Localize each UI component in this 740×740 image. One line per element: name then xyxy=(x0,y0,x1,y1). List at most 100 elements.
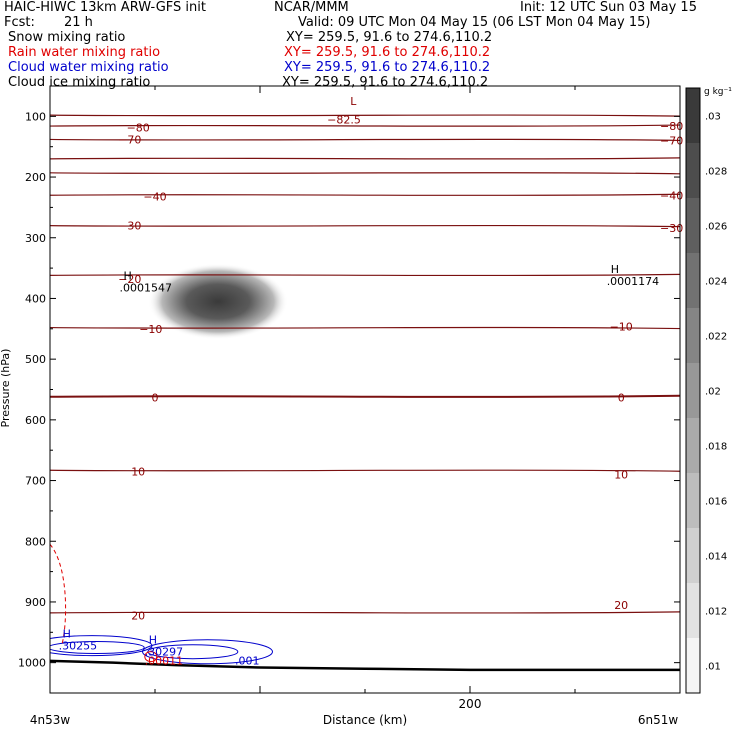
extremum-value-2: .0001174 xyxy=(607,275,660,288)
colorbar-unit: g kg⁻¹ xyxy=(704,87,732,97)
y-tick-label-300: 300 xyxy=(25,232,46,245)
colorbar-swatch-1 xyxy=(686,143,700,199)
y-axis-label: Pressure (hPa) xyxy=(0,349,12,428)
isotherm-label-1: −80 xyxy=(127,121,150,134)
isotherm-label-9: −20 xyxy=(118,273,141,286)
rain-water-contour xyxy=(50,543,67,645)
valid-time: Valid: 09 UTC Mon 04 May 15 (06 LST Mon … xyxy=(298,15,651,30)
cloud-water-contour-1 xyxy=(50,640,145,654)
rain-water-contour-small xyxy=(144,651,158,663)
extremum-value-4: .30297 xyxy=(145,645,184,658)
extremum-mark-2: H xyxy=(611,263,619,276)
isotherm-label-15: 10 xyxy=(614,468,628,481)
field-xy-snow: XY= 259.5, 91.6 to 274.6,110.2 xyxy=(286,30,493,45)
colorbar-label-2: .026 xyxy=(705,222,727,233)
colorbar-swatch-2 xyxy=(686,198,700,254)
isotherm-label-12: 0 xyxy=(152,391,159,404)
org-label: NCAR/MMM xyxy=(274,0,349,15)
isotherm-label-13: 0 xyxy=(618,391,625,404)
extremum-mark-0: L xyxy=(350,95,357,108)
extremum-value-6: .001 xyxy=(235,655,260,668)
colorbar-swatch-4 xyxy=(686,308,700,364)
extremum-mark-3: H xyxy=(63,627,71,640)
extremum-mark-1: H xyxy=(124,269,132,282)
field-name-snow: Snow mixing ratio xyxy=(8,30,126,45)
isotherm-label-3: −70 xyxy=(118,133,141,146)
model-title: HAIC-HIWC 13km ARW-GFS init xyxy=(4,0,206,15)
colorbar-label-5: .02 xyxy=(705,387,721,398)
isotherm-label-7: −30 xyxy=(118,220,141,233)
y-tick-label-100: 100 xyxy=(25,110,46,123)
colorbar-label-10: .01 xyxy=(705,662,721,673)
y-tick-label-400: 400 xyxy=(25,292,46,305)
isotherm-20 xyxy=(50,611,680,614)
isotherm--80 xyxy=(50,124,680,127)
y-tick-label-500: 500 xyxy=(25,353,46,366)
colorbar-label-4: .022 xyxy=(705,332,727,343)
isotherm--10 xyxy=(50,326,680,330)
colorbar-label-9: .012 xyxy=(705,607,727,618)
y-tick-label-600: 600 xyxy=(25,414,46,427)
isotherm--20 xyxy=(50,273,680,277)
field-name-cloud-water: Cloud water mixing ratio xyxy=(8,60,169,75)
fcst-label: Fcst: xyxy=(4,15,35,30)
init-time: Init: 12 UTC Sun 03 May 15 xyxy=(520,0,697,15)
x-axis-label: Distance (km) xyxy=(323,713,407,727)
fcst-value: 21 h xyxy=(64,15,93,30)
y-tick-label-200: 200 xyxy=(25,171,46,184)
y-tick-label-1000: 1000 xyxy=(18,657,46,670)
isotherm-label-14: 10 xyxy=(131,465,145,478)
extremum-value-1: .0001547 xyxy=(120,281,173,294)
field-name-rain: Rain water mixing ratio xyxy=(8,45,161,60)
colorbar-swatch-7 xyxy=(686,473,700,529)
isotherm-label-2: −80 xyxy=(660,120,683,133)
snow-mixing-shading xyxy=(148,263,288,340)
isotherm--50 xyxy=(50,172,680,175)
isotherm-10 xyxy=(50,469,680,472)
extremum-mark-4: H xyxy=(149,633,157,646)
isotherm-label-0: −82.5 xyxy=(327,113,361,126)
plot-frame xyxy=(49,85,681,694)
isotherm-0 xyxy=(50,394,680,398)
colorbar-label-1: .028 xyxy=(705,167,727,178)
colorbar-label-0: .03 xyxy=(705,112,721,123)
x-tick-label-200: 200 xyxy=(459,697,482,711)
isotherm--30 xyxy=(50,224,680,228)
colorbar-swatch-8 xyxy=(686,528,700,584)
x-end-location: 6n51w xyxy=(638,713,679,727)
isotherm-label-17: 20 xyxy=(614,599,628,612)
colorbar-label-7: .016 xyxy=(705,497,727,508)
isotherm-label-8: −30 xyxy=(660,222,683,235)
isotherm--60 xyxy=(50,157,680,160)
isotherm--82_5 xyxy=(50,114,680,117)
x-start-location: 4n53w xyxy=(30,713,71,727)
extremum-value-3: .30255 xyxy=(59,639,98,652)
colorbar-swatch-10 xyxy=(686,638,700,694)
colorbar-swatch-0 xyxy=(686,88,700,144)
field-xy-cloud-water: XY= 259.5, 91.6 to 274.6,110.2 xyxy=(284,60,491,75)
ground-surface-line xyxy=(50,659,680,672)
isotherm-label-4: −70 xyxy=(660,135,683,148)
extremum-value-5: .00011 xyxy=(145,655,184,668)
isotherm--70 xyxy=(50,138,680,142)
colorbar-label-8: .014 xyxy=(705,552,727,563)
colorbar-swatch-9 xyxy=(686,583,700,639)
y-tick-label-700: 700 xyxy=(25,475,46,488)
colorbar-frame xyxy=(685,87,701,694)
cloud-water-contour-2 xyxy=(142,639,273,665)
isotherm-label-5: −40 xyxy=(143,190,166,203)
colorbar-label-6: .018 xyxy=(705,442,727,453)
colorbar-swatch-3 xyxy=(686,253,700,309)
colorbar: .03 .028 .026 .024 .022 .02 .018 .016 .014 .012 .0… xyxy=(685,87,727,694)
isotherm-label-16: 20 xyxy=(131,609,145,622)
isotherm-label-6: −40 xyxy=(660,189,683,202)
y-tick-label-900: 900 xyxy=(25,596,46,609)
isotherm-label-10: −10 xyxy=(139,323,162,336)
y-tick-label-800: 800 xyxy=(25,535,46,548)
colorbar-swatch-5 xyxy=(686,363,700,419)
isotherm--40 xyxy=(50,193,680,197)
field-xy-rain: XY= 259.5, 91.6 to 274.6,110.2 xyxy=(284,45,491,60)
colorbar-swatch-6 xyxy=(686,418,700,474)
colorbar-label-3: .024 xyxy=(705,277,727,288)
